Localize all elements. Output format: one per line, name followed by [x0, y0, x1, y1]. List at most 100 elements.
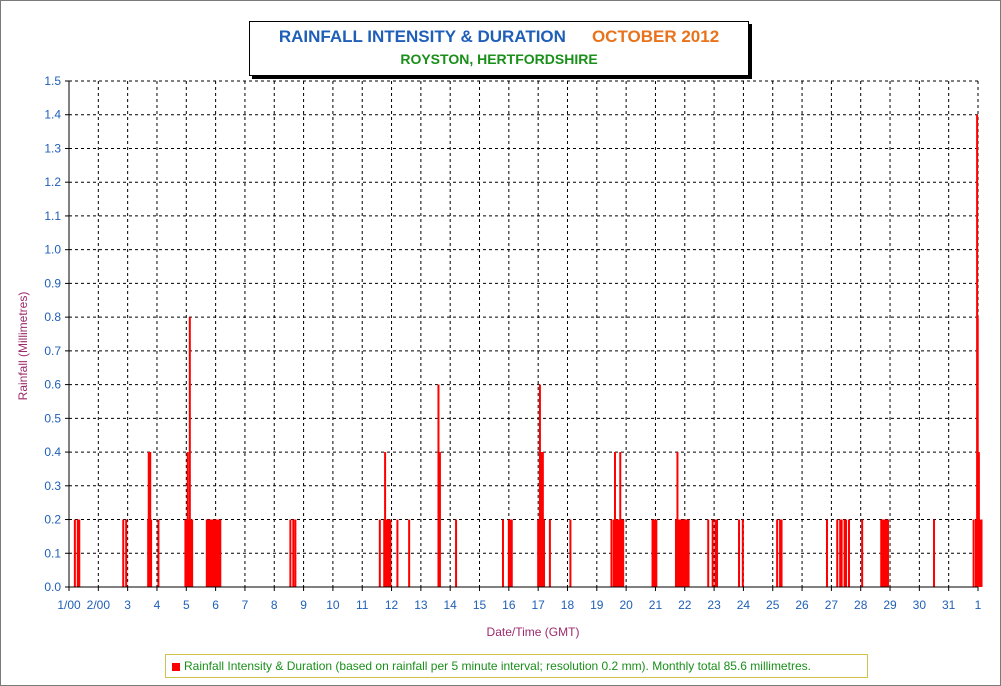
rain-bar [685, 519, 688, 587]
rain-bar [621, 519, 624, 587]
rain-bar [210, 519, 213, 587]
x-tick-label: 28 [854, 598, 868, 612]
rain-bar [378, 519, 381, 587]
rain-bar [779, 519, 782, 587]
rain-bar [840, 519, 843, 587]
y-tick-labels: 0.0 0.1 0.2 0.3 0.4 0.5 0.6 0.7 0.8 0.9 1.0 1.1 1.2 1… [44, 74, 61, 594]
bars [73, 114, 983, 587]
legend: Rainfall Intensity & Duration (based on … [165, 654, 868, 678]
x-tick-label: 16 [502, 598, 516, 612]
rain-bar [843, 519, 846, 587]
legend-swatch [172, 662, 180, 671]
rain-bar [188, 317, 191, 587]
rain-bar [682, 519, 685, 587]
rain-bar [836, 519, 839, 587]
rain-bar [680, 519, 683, 587]
y-tick-label: 0.0 [44, 580, 61, 594]
rain-bar [543, 519, 546, 587]
x-tick-label: 15 [473, 598, 487, 612]
x-tick-label: 1 [975, 598, 982, 612]
rain-bar [294, 519, 297, 587]
rain-bar [612, 519, 615, 587]
rain-bar [455, 519, 458, 587]
rain-bar [408, 519, 411, 587]
y-tick-label: 1.4 [44, 108, 61, 122]
x-tick-label: 6 [212, 598, 219, 612]
grid [69, 80, 979, 587]
rain-bar [825, 519, 828, 587]
x-axis-title: Date/Time (GMT) [487, 625, 580, 639]
rain-bar [191, 519, 194, 587]
y-tick-label: 0.6 [44, 378, 61, 392]
rain-bar [389, 519, 392, 587]
rain-bar [839, 519, 842, 587]
y-tick-label: 0.9 [44, 276, 61, 290]
chart-title: RAINFALL INTENSITY & DURATION [278, 27, 566, 46]
rain-bar [886, 519, 889, 587]
rain-bar [289, 519, 292, 587]
rain-bar [618, 519, 621, 587]
rain-bar [509, 519, 512, 587]
rain-bar [292, 519, 295, 587]
x-tick-label: 24 [737, 598, 751, 612]
rain-bar [501, 519, 504, 587]
x-tick-label: 26 [795, 598, 809, 612]
y-tick-label: 1.3 [44, 141, 61, 155]
rain-bar [976, 317, 979, 587]
x-tick-labels: 1/00 2/00 3 4 5 6 7 8 9 10 11 12 13 14 15 16 17 18 19 20 21 2… [57, 598, 981, 612]
rain-bar [980, 519, 983, 587]
rain-bar [438, 452, 441, 587]
x-tick-label: 9 [300, 598, 307, 612]
x-tick-label: 7 [242, 598, 249, 612]
y-tick-label: 1.0 [44, 243, 61, 257]
y-tick-label: 0.7 [44, 344, 61, 358]
x-tick-label: 29 [883, 598, 897, 612]
y-tick-label: 1.2 [44, 175, 61, 189]
y-tick-label: 0.3 [44, 479, 61, 493]
rain-bar [216, 519, 219, 587]
chart-subtitle: ROYSTON, HERTFORDSHIRE [400, 51, 598, 67]
rain-bar [387, 519, 390, 587]
rain-bar [933, 519, 936, 587]
rain-bar [678, 519, 681, 587]
x-tick-label: 3 [124, 598, 131, 612]
rain-bar [687, 519, 690, 587]
x-tick-label: 13 [414, 598, 428, 612]
rain-bar [622, 519, 625, 587]
rain-bar [714, 519, 717, 587]
x-tick-label: 4 [154, 598, 161, 612]
rain-bar [847, 519, 850, 587]
rain-bar [125, 519, 128, 587]
rain-bar [716, 519, 719, 587]
rain-bar [388, 519, 391, 587]
rain-bar [78, 519, 81, 587]
rain-bar [207, 519, 210, 587]
rain-bar [76, 519, 79, 587]
x-tick-label: 8 [271, 598, 278, 612]
rain-bar [655, 519, 658, 587]
x-tick-label: 17 [531, 598, 545, 612]
y-tick-label: 0.2 [44, 513, 61, 527]
rain-bar [122, 519, 125, 587]
x-tick-label: 31 [942, 598, 956, 612]
x-tick-label: 1/00 [57, 598, 81, 612]
rain-bar [437, 384, 440, 587]
x-tick-label: 10 [326, 598, 340, 612]
rain-bar [616, 519, 619, 587]
rain-bar [972, 519, 975, 587]
rain-bar [150, 519, 153, 587]
title-box: RAINFALL INTENSITY & DURATION OCTOBER 201… [249, 21, 749, 76]
rain-bar [610, 519, 613, 587]
rain-bar [384, 452, 387, 587]
y-tick-label: 0.1 [44, 546, 61, 560]
rain-bar [683, 519, 686, 587]
y-axis-title: Rainfall (Millimetres) [16, 292, 30, 401]
rain-bar [711, 519, 714, 587]
x-tick-label: 30 [913, 598, 927, 612]
rain-bar [73, 519, 76, 587]
rain-bar [861, 519, 864, 587]
rain-bar [548, 519, 551, 587]
x-tick-label: 14 [444, 598, 458, 612]
chart-month: OCTOBER 2012 [591, 27, 720, 46]
